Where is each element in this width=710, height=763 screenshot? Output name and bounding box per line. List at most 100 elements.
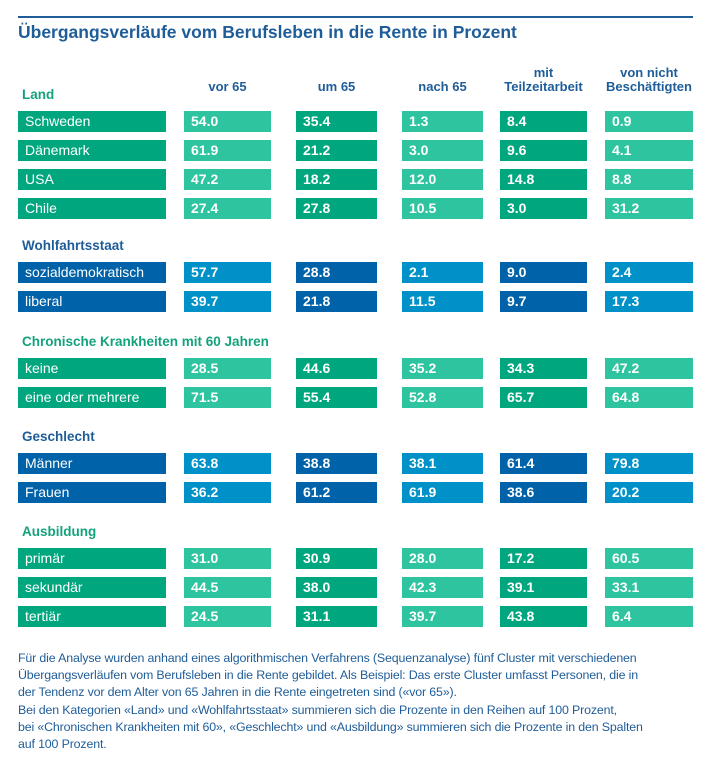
group-header: Ausbildung (22, 524, 97, 539)
value-cell-teilzeit: 9.0 (500, 262, 587, 283)
value-cell-vor-65: 27.4 (184, 198, 271, 219)
value-cell-nach-65: 2.1 (402, 262, 483, 283)
row-label: tertiär (18, 606, 166, 627)
value-cell-nach-65: 35.2 (402, 358, 483, 379)
value-cell-teilzeit: 38.6 (500, 482, 587, 503)
footnote-line: Bei den Kategorien «Land» und «Wohlfahrt… (18, 702, 617, 717)
value-cell-vor-65: 54.0 (184, 111, 271, 132)
column-header-um-65: um 65 (286, 64, 387, 94)
group-header: Chronische Krankheiten mit 60 Jahren (22, 334, 269, 349)
row-label: Frauen (18, 482, 166, 503)
value-cell-nicht-beschaeftigt: 64.8 (605, 387, 693, 408)
value-cell-nach-65: 1.3 (402, 111, 483, 132)
column-header-teilzeit: mit Teilzeitarbeit (490, 64, 597, 94)
value-cell-um-65: 27.8 (296, 198, 377, 219)
value-cell-teilzeit: 61.4 (500, 453, 587, 474)
value-cell-teilzeit: 14.8 (500, 169, 587, 190)
value-cell-vor-65: 71.5 (184, 387, 271, 408)
top-rule (18, 16, 693, 18)
value-cell-nicht-beschaeftigt: 79.8 (605, 453, 693, 474)
page-title: Übergangsverläufe vom Berufsleben in die… (18, 22, 517, 42)
value-cell-nicht-beschaeftigt: 8.8 (605, 169, 693, 190)
value-cell-vor-65: 47.2 (184, 169, 271, 190)
value-cell-um-65: 55.4 (296, 387, 377, 408)
value-cell-teilzeit: 9.7 (500, 291, 587, 312)
row-label: keine (18, 358, 166, 379)
footnote-line: der Tendenz vor dem Alter von 65 Jahren … (18, 685, 457, 700)
row-label: Männer (18, 453, 166, 474)
value-cell-nicht-beschaeftigt: 2.4 (605, 262, 693, 283)
column-header-line: Beschäftigten (606, 79, 692, 94)
value-cell-vor-65: 31.0 (184, 548, 271, 569)
column-header-line: Teilzeitarbeit (504, 79, 583, 94)
value-cell-teilzeit: 43.8 (500, 606, 587, 627)
row-label: sekundär (18, 577, 166, 598)
value-cell-teilzeit: 17.2 (500, 548, 587, 569)
value-cell-vor-65: 61.9 (184, 140, 271, 161)
column-header-vor-65: vor 65 (174, 64, 281, 94)
column-header-line: vor 65 (208, 79, 247, 94)
column-header-nicht-beschaeftigt: von nicht Beschäftigten (595, 64, 703, 94)
value-cell-nach-65: 38.1 (402, 453, 483, 474)
value-cell-um-65: 30.9 (296, 548, 377, 569)
value-cell-nicht-beschaeftigt: 17.3 (605, 291, 693, 312)
value-cell-vor-65: 39.7 (184, 291, 271, 312)
value-cell-nach-65: 11.5 (402, 291, 483, 312)
value-cell-um-65: 18.2 (296, 169, 377, 190)
value-cell-um-65: 38.0 (296, 577, 377, 598)
row-label: USA (18, 169, 166, 190)
value-cell-nicht-beschaeftigt: 0.9 (605, 111, 693, 132)
value-cell-um-65: 31.1 (296, 606, 377, 627)
footnote: Für die Analyse wurden anhand eines algo… (18, 650, 643, 753)
value-cell-nicht-beschaeftigt: 47.2 (605, 358, 693, 379)
value-cell-nach-65: 10.5 (402, 198, 483, 219)
value-cell-nicht-beschaeftigt: 20.2 (605, 482, 693, 503)
footnote-line: bei «Chronischen Krankheiten mit 60», «G… (18, 719, 643, 734)
value-cell-um-65: 21.8 (296, 291, 377, 312)
value-cell-nach-65: 61.9 (402, 482, 483, 503)
column-header-line: mit (533, 65, 554, 80)
value-cell-nach-65: 12.0 (402, 169, 483, 190)
group-header: Land (22, 87, 55, 102)
value-cell-um-65: 28.8 (296, 262, 377, 283)
column-header-line: um 65 (317, 79, 356, 94)
value-cell-vor-65: 28.5 (184, 358, 271, 379)
value-cell-vor-65: 24.5 (184, 606, 271, 627)
group-header: Wohlfahrtsstaat (22, 238, 124, 253)
value-cell-nach-65: 3.0 (402, 140, 483, 161)
row-label: primär (18, 548, 166, 569)
value-cell-nach-65: 42.3 (402, 577, 483, 598)
value-cell-vor-65: 63.8 (184, 453, 271, 474)
value-cell-nach-65: 52.8 (402, 387, 483, 408)
value-cell-um-65: 35.4 (296, 111, 377, 132)
value-cell-teilzeit: 65.7 (500, 387, 587, 408)
value-cell-vor-65: 57.7 (184, 262, 271, 283)
row-label: Chile (18, 198, 166, 219)
footnote-line: Übergangsverläufen vom Berufsleben in di… (18, 668, 638, 683)
footnote-line: Für die Analyse wurden anhand eines algo… (18, 651, 637, 665)
value-cell-vor-65: 44.5 (184, 577, 271, 598)
value-cell-vor-65: 36.2 (184, 482, 271, 503)
value-cell-um-65: 61.2 (296, 482, 377, 503)
column-header-line: von nicht (620, 65, 678, 80)
value-cell-nicht-beschaeftigt: 4.1 (605, 140, 693, 161)
row-label: Dänemark (18, 140, 166, 161)
row-label: Schweden (18, 111, 166, 132)
footnote-line: auf 100 Prozent. (18, 737, 107, 752)
column-header-nach-65: nach 65 (392, 64, 493, 94)
value-cell-nach-65: 39.7 (402, 606, 483, 627)
row-label: eine oder mehrere (18, 387, 166, 408)
value-cell-nicht-beschaeftigt: 6.4 (605, 606, 693, 627)
row-label: liberal (18, 291, 166, 312)
value-cell-teilzeit: 39.1 (500, 577, 587, 598)
value-cell-nach-65: 28.0 (402, 548, 483, 569)
value-cell-teilzeit: 34.3 (500, 358, 587, 379)
value-cell-nicht-beschaeftigt: 60.5 (605, 548, 693, 569)
group-header: Geschlecht (22, 429, 95, 444)
row-label: sozialdemokratisch (18, 262, 166, 283)
value-cell-um-65: 38.8 (296, 453, 377, 474)
value-cell-teilzeit: 8.4 (500, 111, 587, 132)
column-header-line: nach 65 (418, 79, 467, 94)
value-cell-nicht-beschaeftigt: 33.1 (605, 577, 693, 598)
value-cell-teilzeit: 9.6 (500, 140, 587, 161)
